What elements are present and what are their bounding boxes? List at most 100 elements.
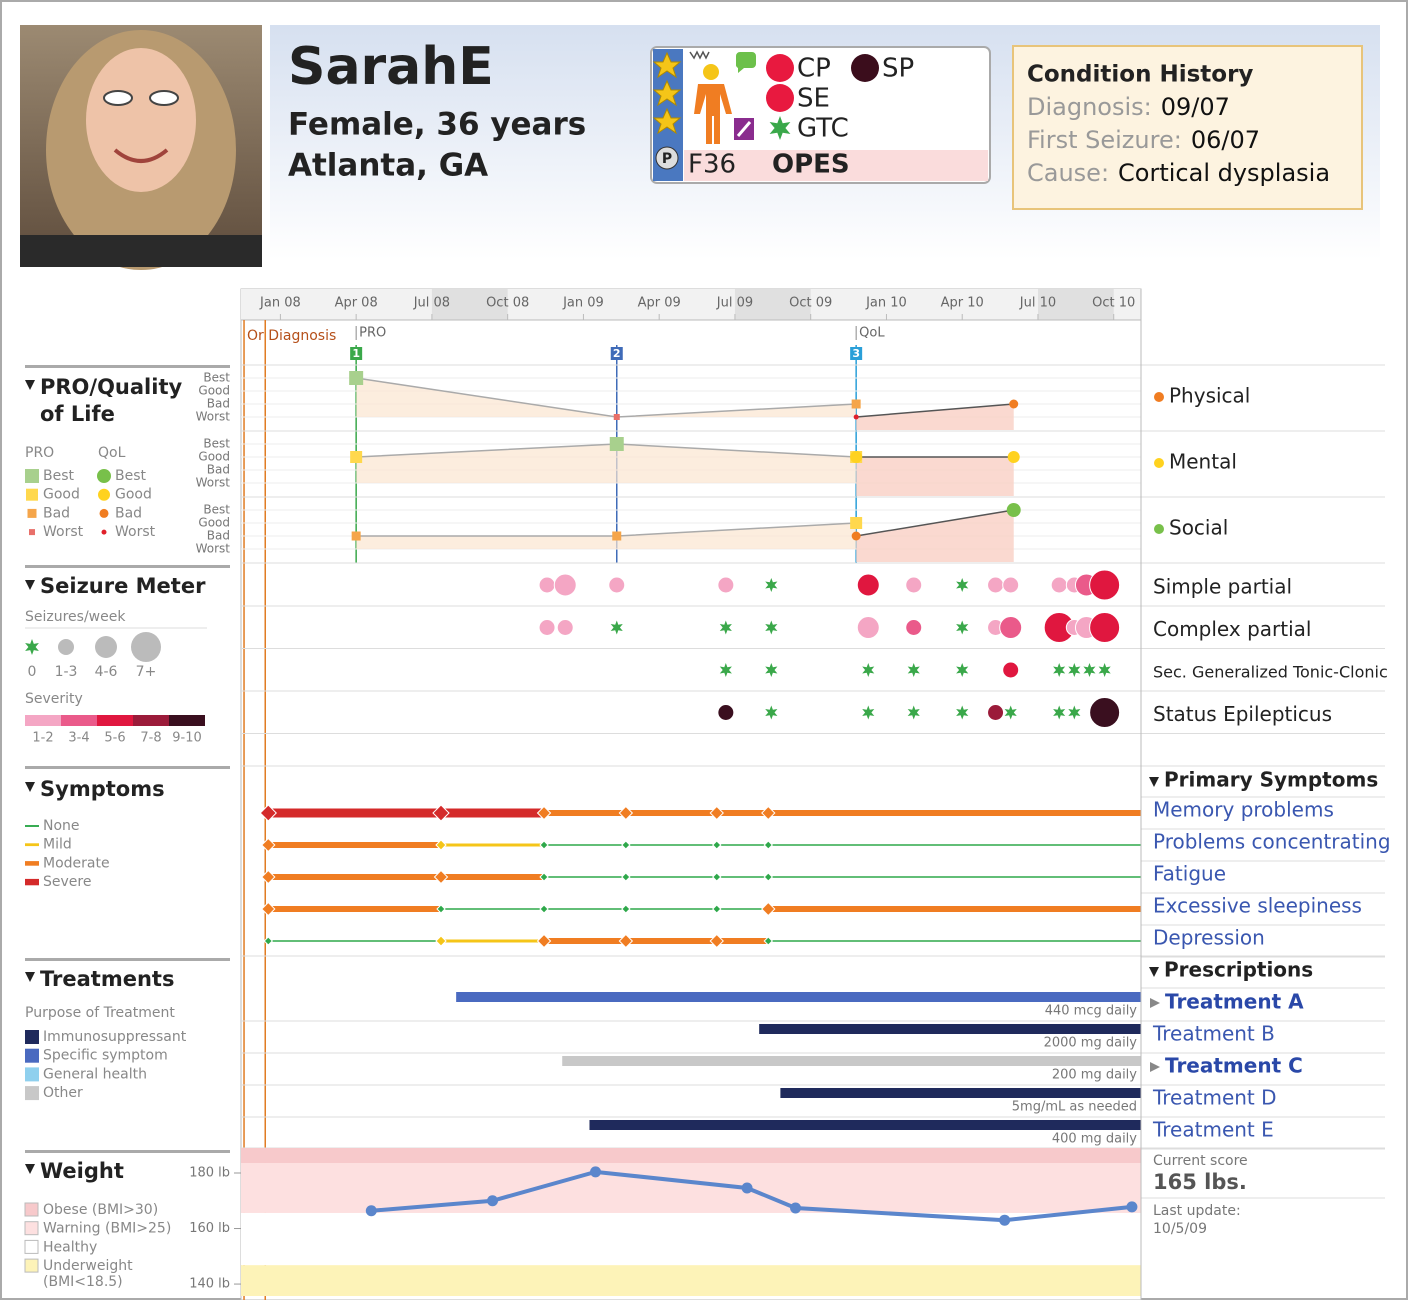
treatment-bar — [589, 1120, 1141, 1130]
legend-swatch — [61, 715, 97, 726]
treatment-name[interactable]: Treatment A — [1165, 990, 1304, 1014]
symptom-name[interactable]: Problems concentrating — [1153, 830, 1391, 854]
symptom-diamond — [712, 904, 722, 914]
x-tick-label: Jan 10 — [865, 296, 907, 311]
pro-marker — [349, 371, 364, 385]
expand-toggle[interactable] — [1150, 1062, 1160, 1072]
symptom-diamond — [435, 935, 447, 947]
dose-label: 440 mcg daily — [1045, 1004, 1138, 1019]
symptom-name[interactable]: Depression — [1153, 926, 1265, 950]
seizure-star — [862, 705, 875, 720]
section-title: PRO/Quality — [40, 375, 182, 399]
x-tick-label: Apr 09 — [638, 296, 681, 311]
level-label: Best — [203, 437, 230, 451]
legend-label: 4-6 — [95, 664, 118, 680]
seizure-dot — [856, 616, 880, 639]
seizure-dot — [856, 573, 880, 597]
qol-area — [856, 457, 1014, 496]
legend-label: Other — [43, 1085, 83, 1101]
seizure-star — [862, 663, 875, 677]
section-rule — [25, 958, 230, 961]
seizure-type-icon — [766, 84, 794, 112]
legend-swatch — [131, 632, 161, 662]
symptom-diamond — [618, 933, 634, 949]
legend-swatch — [95, 636, 117, 658]
section-rule — [25, 565, 230, 568]
section-title: of Life — [40, 402, 115, 426]
symptom-name[interactable]: Excessive sleepiness — [1153, 894, 1362, 918]
x-tick-label: Jan 08 — [259, 296, 301, 311]
legend-swatch — [24, 1202, 39, 1217]
x-tick-label: Oct 08 — [486, 296, 529, 311]
pro-marker — [850, 517, 863, 529]
legend-label: Warning (BMI>25) — [43, 1221, 171, 1237]
treatment-bar — [456, 992, 1142, 1002]
legend-heading: Seizures/week — [25, 609, 126, 625]
symptom-diamond — [539, 872, 549, 882]
seizure-dot — [1002, 576, 1020, 594]
row-label: Mental — [1169, 450, 1237, 474]
condition-label: First Seizure: — [1027, 126, 1182, 154]
seizure-star — [1098, 663, 1111, 677]
legend-label: Bad — [115, 505, 142, 521]
seizure-star — [956, 663, 969, 677]
section-title: Seizure Meter — [40, 574, 206, 598]
legend-swatch — [24, 1221, 39, 1236]
x-tick-label: Oct 09 — [789, 296, 832, 311]
treatment-name[interactable]: Treatment E — [1152, 1118, 1274, 1142]
legend-label: Worst — [43, 524, 84, 540]
row-legend-dot — [1154, 392, 1164, 402]
seizure-star — [1068, 663, 1081, 677]
patient-name: SarahE — [288, 37, 494, 97]
pro-area — [356, 444, 857, 483]
seizure-type-icon — [851, 54, 879, 82]
treatment-name[interactable]: Treatment C — [1165, 1054, 1303, 1078]
current-label: Current score — [1153, 1153, 1248, 1169]
condition-value: Cortical dysplasia — [1118, 159, 1330, 187]
row-label: Status Epilepticus — [1153, 702, 1332, 726]
x-tick-label: Apr 10 — [941, 296, 984, 311]
seizure-star — [956, 620, 969, 635]
symptom-diamond — [763, 840, 773, 850]
legend-swatch — [25, 1067, 39, 1082]
section-title: Symptoms — [40, 777, 165, 801]
condition-value: 09/07 — [1161, 93, 1230, 121]
section-rule — [25, 1150, 230, 1153]
symptom-name[interactable]: Fatigue — [1153, 862, 1226, 886]
list-title: Primary Symptoms — [1164, 768, 1378, 792]
x-tick-label: Jan 09 — [562, 296, 604, 311]
treatment-name[interactable]: Treatment D — [1152, 1086, 1277, 1110]
row-legend-dot — [1154, 524, 1164, 534]
seizure-star — [765, 578, 778, 592]
legend-heading: Severity — [25, 691, 83, 707]
seizure-dot — [717, 704, 735, 721]
assessment-marker — [610, 347, 623, 360]
legend-label: Specific symptom — [43, 1048, 168, 1064]
x-tick-label: Jul 08 — [413, 296, 450, 311]
symptom-diamond — [539, 904, 549, 914]
row-label: Physical — [1169, 384, 1250, 408]
level-label: Good — [198, 384, 230, 398]
legend-swatch — [58, 639, 74, 655]
qol-area — [856, 510, 1014, 562]
legend-label: Good — [115, 487, 152, 503]
symptom-name[interactable]: Memory problems — [1153, 798, 1334, 822]
qol-marker — [853, 414, 859, 420]
symptom-diamond — [435, 839, 447, 851]
treatment-bar — [562, 1056, 1141, 1066]
expand-toggle[interactable] — [1150, 998, 1160, 1008]
seizure-star — [765, 663, 778, 677]
symptom-diamond — [621, 904, 631, 914]
pro-area — [356, 378, 857, 417]
section-title: Treatments — [40, 967, 174, 991]
legend-label: 5-6 — [104, 731, 125, 746]
treatment-name[interactable]: Treatment B — [1152, 1022, 1275, 1046]
symptom-diamond — [712, 872, 722, 882]
legend-label: Best — [115, 468, 147, 484]
legend-label: Worst — [115, 524, 156, 540]
x-tick-label: Apr 08 — [335, 296, 378, 311]
condition-label: Diagnosis: — [1027, 93, 1152, 121]
legend-label: Bad — [43, 505, 70, 521]
seizure-type-icon — [766, 54, 794, 82]
symptom-diamond — [536, 933, 552, 949]
